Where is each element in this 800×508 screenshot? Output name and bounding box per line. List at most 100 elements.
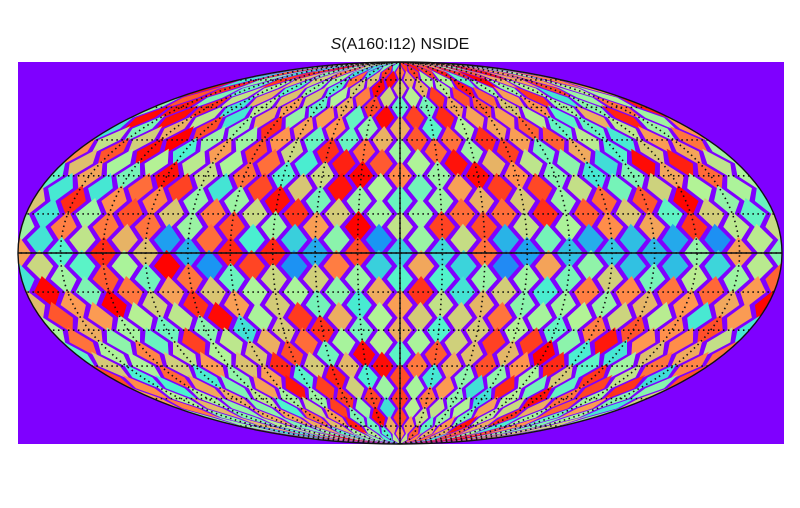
map-pixel	[513, 396, 555, 420]
map-pixel	[405, 105, 425, 132]
map-pixel	[547, 374, 580, 401]
map-pixel	[509, 351, 531, 380]
map-pixel	[687, 172, 712, 205]
map-pixel	[321, 415, 356, 436]
map-pixel	[482, 327, 506, 358]
map-pixel	[519, 148, 543, 179]
map-pixel	[407, 172, 433, 205]
map-pixel	[316, 137, 340, 167]
map-pixel	[594, 148, 618, 179]
map-pixel	[364, 95, 381, 121]
map-pixel	[631, 327, 656, 358]
map-pixel	[403, 415, 415, 436]
map-pixel	[226, 363, 253, 391]
chart-title-text: (A160:I12) NSIDE	[341, 36, 470, 53]
map-pixel	[323, 406, 349, 428]
map-pixel	[597, 262, 624, 296]
map-pixel	[493, 86, 527, 110]
map-pixel	[440, 351, 462, 380]
map-pixel	[485, 406, 527, 428]
map-pixel	[673, 289, 699, 321]
map-pixel	[60, 289, 86, 321]
map-pixel	[519, 78, 578, 100]
map-pixel	[366, 198, 393, 230]
map-pixel	[372, 126, 394, 155]
map-pixel	[567, 385, 614, 411]
map-pixel	[446, 385, 464, 411]
map-pixel	[135, 339, 164, 369]
map-pixel	[704, 223, 731, 257]
map-pixel	[492, 249, 519, 283]
map-pixel	[698, 276, 725, 308]
map-pixel	[245, 137, 268, 167]
chart-title-symbol: S	[330, 36, 342, 53]
map-pixel	[472, 86, 499, 110]
map-pixel	[502, 78, 553, 100]
map-pixel	[176, 210, 203, 244]
map-pixel	[657, 276, 683, 308]
map-pixel	[532, 276, 559, 308]
map-pixel	[727, 172, 752, 205]
map-pixel	[703, 339, 741, 369]
map-pixel	[301, 86, 328, 110]
map-pixel	[392, 62, 400, 75]
map-pixel	[381, 424, 393, 442]
map-pixel	[637, 351, 673, 380]
map-pixel	[303, 126, 326, 155]
map-pixel	[493, 374, 515, 401]
map-pixel	[293, 363, 314, 391]
map-pixel	[746, 249, 774, 283]
map-pixel	[349, 160, 374, 192]
map-pixel	[196, 249, 223, 283]
map-pixel	[574, 105, 613, 132]
map-pixel	[329, 396, 349, 420]
map-pixel	[238, 223, 265, 257]
map-pixel	[628, 105, 679, 132]
map-pixel	[636, 339, 665, 369]
map-pixel	[404, 86, 420, 110]
map-pixel	[91, 126, 131, 155]
map-pixel	[310, 314, 335, 346]
map-pixel	[50, 262, 77, 296]
map-pixel	[232, 314, 257, 346]
map-pixel	[163, 126, 194, 155]
meridian-line	[356, 62, 401, 444]
map-pixel	[97, 339, 130, 369]
map-pixel	[407, 148, 431, 179]
map-pixel	[281, 249, 308, 283]
map-pixel	[366, 70, 381, 91]
map-pixel	[301, 396, 328, 420]
map-pixel	[632, 185, 658, 217]
map-pixel	[635, 363, 678, 391]
map-pixel	[302, 262, 329, 296]
map-pixel	[197, 406, 264, 428]
map-pixel	[615, 95, 675, 121]
map-pixel	[450, 223, 477, 257]
map-pixel	[127, 126, 163, 155]
map-pixel	[670, 339, 703, 369]
map-pixel	[365, 223, 392, 257]
map-pixel	[414, 64, 438, 82]
map-pixel	[702, 148, 733, 179]
map-pixel	[280, 339, 304, 369]
map-pixel	[257, 148, 281, 179]
map-pixel	[405, 374, 425, 401]
map-pixel	[332, 148, 356, 179]
map-pixel	[637, 126, 673, 155]
map-pixel	[534, 396, 583, 420]
map-pixel	[245, 339, 268, 369]
map-pixel	[375, 105, 395, 132]
map-pixel	[407, 198, 434, 230]
map-pixel	[269, 126, 291, 155]
map-pixel	[217, 396, 266, 420]
map-pixel	[576, 86, 639, 110]
map-pixel	[187, 374, 226, 401]
map-pixel	[602, 137, 627, 167]
map-pixel	[574, 198, 600, 230]
map-pixel	[519, 327, 543, 358]
map-pixel	[449, 198, 476, 230]
map-pixel	[336, 385, 354, 411]
map-pixel	[527, 301, 553, 334]
map-pixel	[142, 185, 168, 217]
map-pixel	[468, 78, 502, 100]
